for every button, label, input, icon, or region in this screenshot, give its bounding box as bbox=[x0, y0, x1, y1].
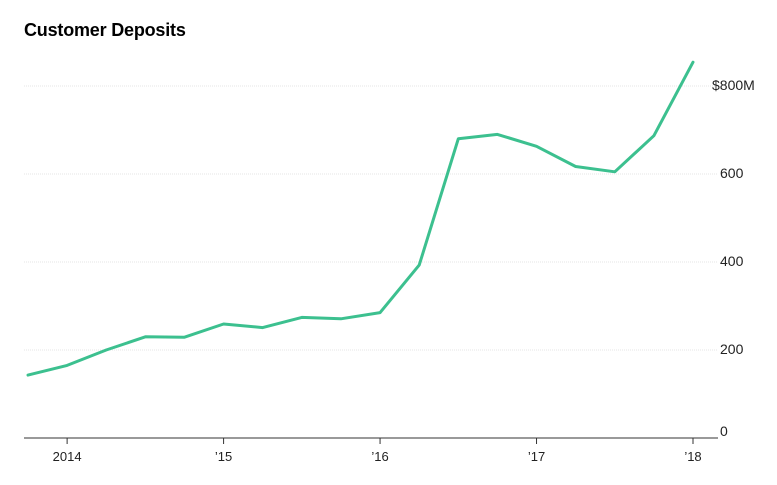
chart-title: Customer Deposits bbox=[24, 20, 186, 40]
x-axis-labels: 2014 ’15 ’16 ’17 ’18 bbox=[53, 438, 702, 464]
data-point bbox=[535, 145, 538, 148]
data-point bbox=[222, 322, 225, 326]
x-tick-label: ’18 bbox=[684, 449, 701, 464]
data-point bbox=[261, 326, 264, 329]
y-tick-label: 600 bbox=[720, 165, 744, 181]
y-axis-labels: 0 200 400 600 $800M bbox=[712, 77, 755, 439]
data-point bbox=[183, 336, 186, 339]
x-tick-label: 2014 bbox=[53, 449, 82, 464]
grid-lines bbox=[24, 85, 718, 351]
y-tick-label: 0 bbox=[720, 423, 728, 439]
data-point bbox=[691, 61, 695, 64]
x-tick-label: ’15 bbox=[215, 449, 232, 464]
data-point bbox=[65, 364, 69, 367]
y-tick-label: 200 bbox=[720, 341, 744, 357]
data-point bbox=[652, 134, 656, 137]
data-point bbox=[26, 373, 30, 377]
series-layer bbox=[26, 60, 695, 377]
data-point bbox=[496, 133, 499, 136]
data-point bbox=[105, 348, 108, 352]
data-point bbox=[300, 316, 304, 319]
data-point bbox=[144, 335, 147, 338]
data-point bbox=[613, 170, 616, 173]
data-point bbox=[378, 311, 382, 314]
x-tick-label: ’17 bbox=[528, 449, 545, 464]
series-line bbox=[26, 60, 695, 377]
x-tick-label: ’16 bbox=[371, 449, 388, 464]
y-tick-label: 400 bbox=[720, 253, 744, 269]
data-point bbox=[457, 137, 460, 140]
data-point bbox=[339, 317, 343, 320]
data-point bbox=[574, 165, 577, 168]
data-point bbox=[417, 263, 421, 267]
y-tick-label: $800M bbox=[712, 77, 755, 93]
